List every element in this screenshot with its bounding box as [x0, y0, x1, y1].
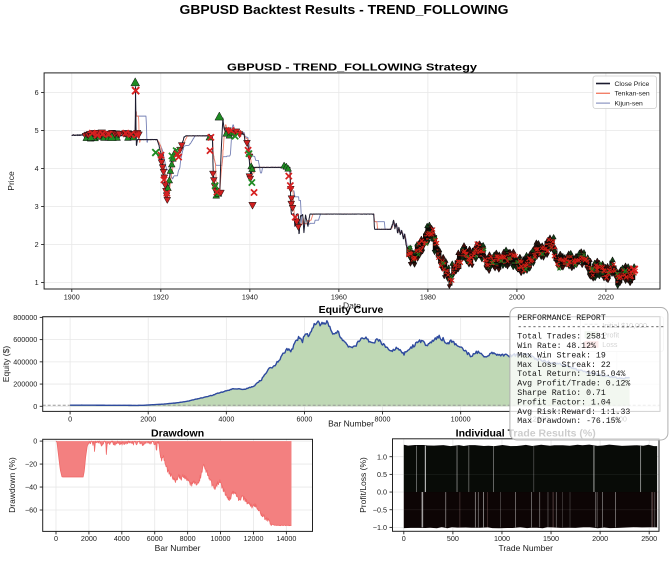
- svg-text:Avg Risk:Reward: 1:1.33: Avg Risk:Reward: 1:1.33: [517, 407, 630, 417]
- svg-text:6000: 6000: [147, 534, 163, 543]
- svg-text:Max Win Streak: 19: Max Win Streak: 19: [517, 350, 606, 360]
- svg-text:4000: 4000: [114, 534, 130, 543]
- svg-text:200000: 200000: [13, 380, 37, 389]
- svg-text:Kijun-sen: Kijun-sen: [615, 100, 644, 107]
- svg-text:GBPUSD Backtest Results - TREN: GBPUSD Backtest Results - TREND_FOLLOWIN…: [180, 3, 509, 17]
- svg-text:10000: 10000: [211, 534, 231, 543]
- svg-text:2000: 2000: [140, 414, 156, 423]
- svg-text:Total Return: 1915.04%: Total Return: 1915.04%: [517, 369, 625, 379]
- svg-text:1980: 1980: [420, 293, 436, 302]
- svg-text:2000: 2000: [509, 293, 525, 302]
- svg-text:Tenkan-sen: Tenkan-sen: [615, 91, 650, 98]
- svg-text:Max Loss Streak: 22: Max Loss Streak: 22: [517, 360, 610, 370]
- svg-text:Avg Profit/Trade: 0.12%: Avg Profit/Trade: 0.12%: [517, 379, 630, 389]
- svg-text:0: 0: [402, 534, 406, 543]
- svg-text:−0.5: −0.5: [373, 505, 387, 514]
- svg-text:2: 2: [35, 240, 39, 249]
- svg-text:0: 0: [33, 402, 37, 411]
- svg-text:800000: 800000: [13, 313, 37, 322]
- svg-text:Max Drawdown: -76.15%: Max Drawdown: -76.15%: [517, 416, 620, 426]
- svg-text:1: 1: [35, 278, 39, 287]
- svg-text:2000: 2000: [592, 534, 608, 543]
- svg-text:Date: Date: [343, 301, 361, 311]
- svg-text:1920: 1920: [153, 293, 169, 302]
- svg-text:−20: −20: [25, 460, 37, 469]
- svg-text:500: 500: [447, 534, 459, 543]
- svg-text:Total Trades: 2581: Total Trades: 2581: [517, 332, 606, 342]
- svg-text:Sharpe Ratio: 0.71: Sharpe Ratio: 0.71: [517, 388, 606, 398]
- svg-text:12000: 12000: [243, 534, 263, 543]
- svg-text:1.0: 1.0: [377, 452, 387, 461]
- svg-text:Trade Number: Trade Number: [498, 543, 553, 553]
- svg-text:0: 0: [68, 414, 72, 423]
- svg-text:4: 4: [35, 164, 39, 173]
- svg-text:2020: 2020: [598, 293, 614, 302]
- svg-text:6000: 6000: [296, 414, 312, 423]
- svg-text:600000: 600000: [13, 335, 37, 344]
- svg-text:1940: 1940: [242, 293, 258, 302]
- svg-text:------------------------------: ------------------------------: [517, 323, 664, 332]
- svg-text:2500: 2500: [641, 534, 657, 543]
- svg-text:0.5: 0.5: [377, 470, 387, 479]
- svg-text:Bar Number: Bar Number: [328, 419, 374, 429]
- svg-text:14000: 14000: [276, 534, 296, 543]
- svg-text:10000: 10000: [451, 414, 471, 423]
- svg-text:1000: 1000: [494, 534, 510, 543]
- svg-text:8000: 8000: [375, 414, 391, 423]
- svg-text:Close Price: Close Price: [615, 81, 650, 88]
- svg-text:Drawdown: Drawdown: [151, 428, 204, 440]
- svg-text:Drawdown (%): Drawdown (%): [7, 457, 17, 513]
- svg-text:Win Rate: 48.12%: Win Rate: 48.12%: [517, 341, 596, 351]
- svg-text:1960: 1960: [331, 293, 347, 302]
- svg-text:Bar Number: Bar Number: [155, 543, 201, 553]
- svg-text:−60: −60: [25, 506, 37, 515]
- svg-text:Equity ($): Equity ($): [1, 346, 11, 383]
- svg-text:4000: 4000: [218, 414, 234, 423]
- svg-text:GBPUSD - TREND_FOLLOWING Strat: GBPUSD - TREND_FOLLOWING Strategy: [227, 62, 477, 74]
- svg-text:1500: 1500: [543, 534, 559, 543]
- svg-text:Price: Price: [6, 171, 16, 191]
- svg-text:3: 3: [35, 202, 39, 211]
- svg-text:2000: 2000: [81, 534, 97, 543]
- svg-text:Profit/Loss (%): Profit/Loss (%): [358, 457, 368, 513]
- svg-text:400000: 400000: [13, 357, 37, 366]
- svg-text:6: 6: [35, 88, 39, 97]
- svg-text:5: 5: [35, 126, 39, 135]
- svg-text:0.0: 0.0: [377, 488, 387, 497]
- svg-text:PERFORMANCE REPORT: PERFORMANCE REPORT: [517, 314, 606, 323]
- svg-text:1900: 1900: [64, 293, 80, 302]
- svg-text:0: 0: [33, 437, 37, 446]
- svg-text:−1.0: −1.0: [373, 523, 387, 532]
- svg-text:8000: 8000: [180, 534, 196, 543]
- svg-text:−40: −40: [25, 483, 37, 492]
- svg-text:Profit Factor: 1.04: Profit Factor: 1.04: [517, 397, 610, 407]
- svg-text:0: 0: [54, 534, 58, 543]
- svg-text:Equity Curve: Equity Curve: [319, 304, 384, 316]
